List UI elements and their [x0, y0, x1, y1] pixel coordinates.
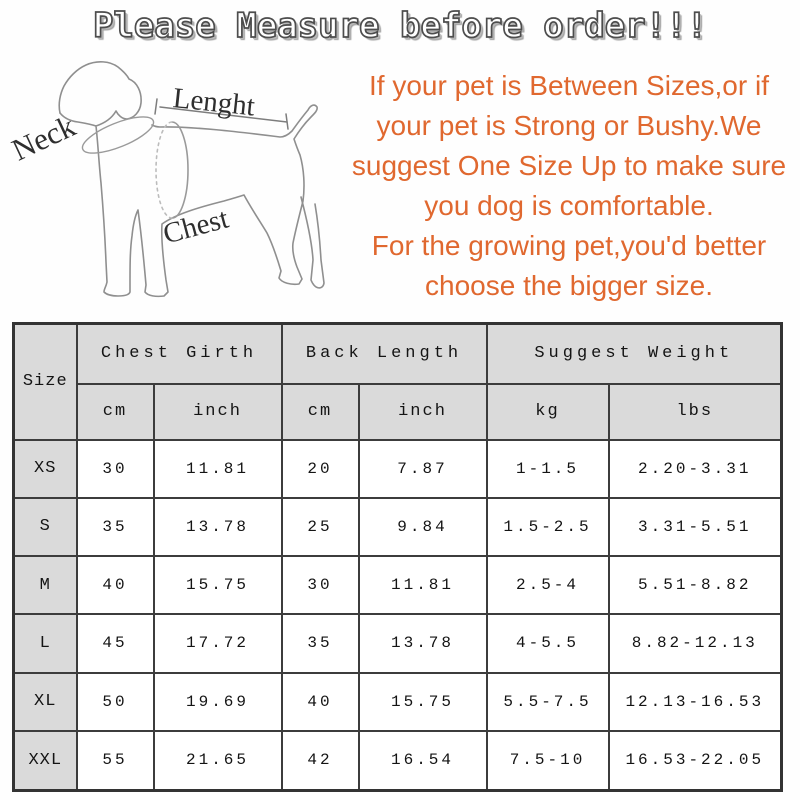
size-cell: XL — [12, 671, 78, 732]
table-row-xl: XL 50 19.69 40 15.75 5.5-7.5 12.13-16.53 — [12, 671, 783, 732]
table-cell: 1-1.5 — [485, 438, 610, 499]
table-cell: 13.78 — [152, 496, 283, 558]
size-chart-table: Size Chest Girth Back Length Suggest Wei… — [12, 322, 784, 792]
table-cell: 8.82-12.13 — [607, 613, 783, 674]
table-row-m: M 40 15.75 30 11.81 2.5-4 5.51-8.82 — [12, 555, 783, 616]
table-cell: 16.54 — [357, 729, 488, 792]
unit-header-lbs: lbs — [607, 382, 783, 441]
table-cell: 7.5-10 — [485, 729, 610, 792]
dog-measurement-diagram — [58, 61, 325, 298]
table-cell: 3.31-5.51 — [607, 496, 783, 558]
page-title: Please Measure before order!!! — [92, 5, 708, 47]
advice-line: choose the bigger size. — [425, 270, 713, 301]
table-cell: 30 — [75, 438, 155, 499]
table-row-l: L 45 17.72 35 13.78 4-5.5 8.82-12.13 — [12, 613, 783, 674]
table-cell: 19.69 — [152, 671, 283, 732]
table-cell: 11.81 — [152, 438, 283, 499]
unit-header-inch: inch — [152, 382, 283, 441]
table-cell: 40 — [75, 555, 155, 616]
table-row-xxl: XXL 55 21.65 42 16.54 7.5-10 16.53-22.05 — [12, 729, 783, 792]
dog-jaw-line — [59, 112, 97, 127]
table-cell: 45 — [75, 613, 155, 674]
unit-header-cm: cm — [280, 382, 360, 441]
table-cell: 13.78 — [357, 613, 488, 674]
table-cell: 12.13-16.53 — [607, 671, 783, 732]
table-cell: 2.5-4 — [485, 555, 610, 616]
table-row-xs: XS 30 11.81 20 7.87 1-1.5 2.20-3.31 — [12, 438, 783, 499]
table-cell: 4-5.5 — [485, 613, 610, 674]
table-cell: 35 — [75, 496, 155, 558]
table-cell: 30 — [280, 555, 360, 616]
table-cell: 35 — [280, 613, 360, 674]
table-cell: 17.72 — [152, 613, 283, 674]
advice-line: For the growing pet,you'd better — [371, 230, 767, 261]
table-cell: 21.65 — [152, 729, 283, 792]
unit-header-inch: inch — [357, 382, 488, 441]
table-cell: 2.20-3.31 — [607, 438, 783, 499]
table-cell: 40 — [280, 671, 360, 732]
size-cell: XXL — [12, 729, 78, 792]
fit-advice-text: If your pet is Between Sizes,or if your … — [338, 66, 800, 306]
neck-loop — [81, 116, 155, 154]
table-cell: 55 — [75, 729, 155, 792]
unit-header-kg: kg — [485, 382, 610, 441]
size-cell: S — [12, 496, 78, 558]
size-cell: XS — [12, 438, 78, 499]
advice-line: you dog is comfortable. — [424, 190, 714, 221]
table-row-s: S 35 13.78 25 9.84 1.5-2.5 3.31-5.51 — [12, 496, 783, 558]
table-cell: 11.81 — [357, 555, 488, 616]
table-cell: 42 — [280, 729, 360, 792]
advice-line: If your pet is Between Sizes,or if — [369, 70, 769, 101]
table-cell: 16.53-22.05 — [607, 729, 783, 792]
suggest-weight-header: Suggest Weight — [485, 322, 783, 385]
table-cell: 1.5-2.5 — [485, 496, 610, 558]
size-cell: L — [12, 613, 78, 674]
dog-far-hind-leg — [300, 196, 325, 289]
table-cell: 15.75 — [357, 671, 488, 732]
table-cell: 7.87 — [357, 438, 488, 499]
table-cell: 50 — [75, 671, 155, 732]
table-cell: 5.51-8.82 — [607, 555, 783, 616]
table-cell: 9.84 — [357, 496, 488, 558]
back-length-header: Back Length — [280, 322, 488, 385]
size-corner-header: Size — [12, 322, 78, 441]
unit-header-cm: cm — [75, 382, 155, 441]
size-cell: M — [12, 555, 78, 616]
chest-girth-loop — [171, 121, 189, 219]
length-measure-line — [154, 98, 289, 130]
table-cell: 5.5-7.5 — [485, 671, 610, 732]
advice-line: suggest One Size Up to make sure — [351, 150, 787, 181]
table-cell: 25 — [280, 496, 360, 558]
chest-girth-loop-dotted — [155, 121, 173, 219]
table-cell: 15.75 — [152, 555, 283, 616]
advice-line: your pet is Strong or Bushy.We — [376, 110, 762, 141]
table-cell: 20 — [280, 438, 360, 499]
chest-girth-header: Chest Girth — [75, 322, 283, 385]
